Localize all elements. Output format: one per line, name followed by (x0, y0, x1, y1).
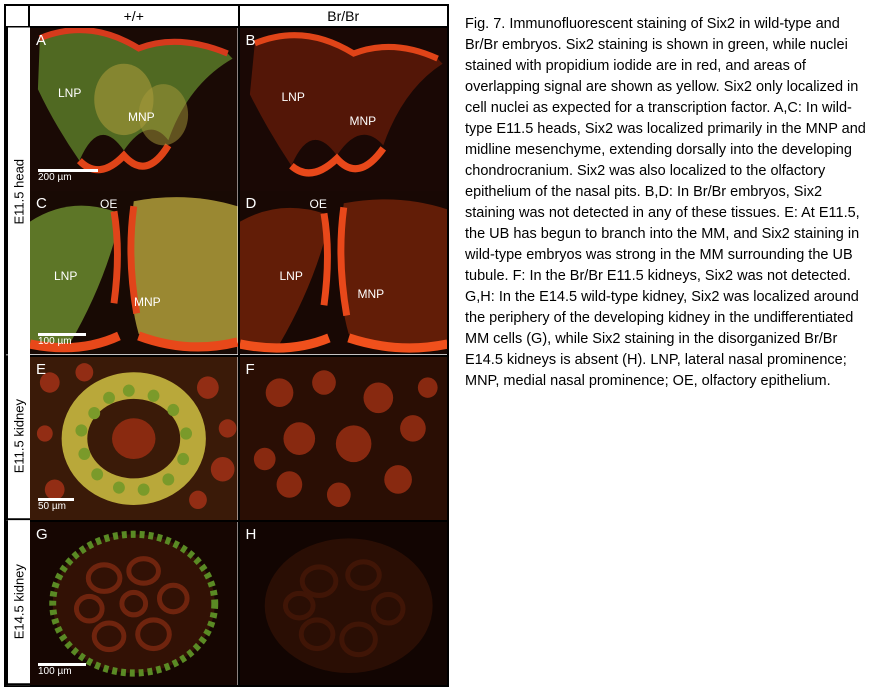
row-labels: E11.5 head E11.5 kidney E14.5 kidney (6, 28, 30, 685)
panel-e: E 50 µm (30, 357, 238, 520)
column-headers-row: +/+ Br/Br (6, 6, 447, 28)
label-mnp-d: MNP (358, 287, 385, 301)
panel-letter-e: E (36, 361, 46, 378)
panel-letter-g: G (36, 526, 48, 543)
header-spacer (6, 6, 30, 28)
label-mnp-a: MNP (128, 110, 155, 124)
column-header-mut: Br/Br (238, 6, 448, 28)
grid-body: E11.5 head E11.5 kidney E14.5 kidney A (6, 28, 447, 685)
panel-row-ef: E 50 µm (30, 355, 447, 520)
panel-e-image (30, 357, 238, 520)
label-lnp-b: LNP (282, 90, 305, 104)
panel-letter-b: B (246, 32, 256, 49)
panel-c: C OE LNP MNP 100 µm (30, 191, 238, 354)
panel-g-image (30, 522, 238, 685)
scale-bar-e: 50 µm (38, 498, 74, 512)
label-lnp-c: LNP (54, 269, 77, 283)
scale-text-e: 50 µm (38, 501, 66, 512)
panel-a: A LNP MNP 200 µm (30, 28, 238, 191)
figure-grid: +/+ Br/Br E11.5 head E11.5 kidney E14.5 … (4, 4, 449, 687)
panel-b: B LNP MNP (238, 28, 448, 191)
panel-letter-d: D (246, 195, 257, 212)
scale-bar-g: 100 µm (38, 663, 86, 677)
panel-b-image (240, 28, 448, 191)
panel-row-cd: C OE LNP MNP 100 µm (30, 191, 447, 354)
label-mnp-c: MNP (134, 295, 161, 309)
label-oe-d: OE (310, 197, 327, 211)
panel-g: G 100 µm (30, 522, 238, 685)
row-label-e145-kidney: E14.5 kidney (6, 520, 30, 685)
panel-h-image (240, 522, 448, 685)
panel-row-gh: G 100 µm (30, 520, 447, 685)
panel-letter-c: C (36, 195, 47, 212)
panel-h: H (238, 522, 448, 685)
panel-f: F (238, 357, 448, 520)
panel-letter-h: H (246, 526, 257, 543)
label-lnp-d: LNP (280, 269, 303, 283)
scale-bar-c: 100 µm (38, 333, 86, 347)
caption-body: Six2 staining is shown in green, while n… (465, 37, 866, 389)
panel-letter-a: A (36, 32, 46, 49)
scale-text-c: 100 µm (38, 336, 72, 347)
column-header-wt: +/+ (30, 6, 238, 28)
row-label-e115-kidney: E11.5 kidney (6, 355, 30, 520)
panel-f-image (240, 357, 448, 520)
panel-letter-f: F (246, 361, 255, 378)
figure-caption: Fig. 7. Immunofluorescent staining of Si… (449, 4, 888, 687)
scale-text-a: 200 µm (38, 172, 72, 183)
panel-row-ab: A LNP MNP 200 µm B LN (30, 28, 447, 191)
row-label-e115-head: E11.5 head (6, 28, 30, 355)
panel-d-image (240, 191, 448, 354)
label-oe-c: OE (100, 197, 117, 211)
scale-text-g: 100 µm (38, 666, 72, 677)
panels-column: A LNP MNP 200 µm B LN (30, 28, 447, 685)
panel-d: D OE LNP MNP (238, 191, 448, 354)
scale-bar-a: 200 µm (38, 169, 98, 183)
label-mnp-b: MNP (350, 114, 377, 128)
label-lnp-a: LNP (58, 86, 81, 100)
